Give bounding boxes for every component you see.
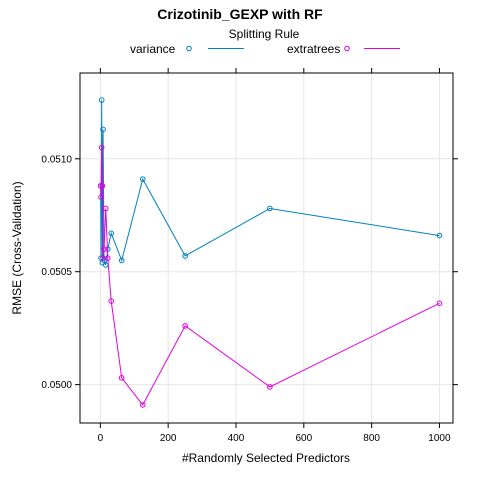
y-axis-label: RMSE (Cross-Validation) xyxy=(10,181,24,314)
data-point-extratrees xyxy=(98,194,104,200)
y-tick-label: 0.0500 xyxy=(41,380,72,391)
data-point-extratrees xyxy=(101,246,107,252)
x-tick-label: 0 xyxy=(98,433,104,444)
data-point-extratrees xyxy=(118,375,125,381)
data-point-variance xyxy=(98,97,105,103)
axes: 0 200 400 600 800 1000 0.0500 0.0505 0.0510 xyxy=(41,68,458,444)
data-point-extratrees xyxy=(436,300,443,307)
legend-label-extratrees: extratrees xyxy=(287,42,340,56)
data-point-extratrees xyxy=(139,402,146,408)
y-tick-label: 0.0505 xyxy=(41,267,72,278)
data-point-extratrees xyxy=(108,298,114,304)
x-tick-label: 200 xyxy=(160,433,177,444)
data-point-variance xyxy=(139,176,146,182)
x-tick-label: 800 xyxy=(363,433,380,444)
series-line-variance xyxy=(100,100,440,266)
legend-label-variance: variance xyxy=(130,42,176,56)
legend: variance extratrees xyxy=(130,42,400,56)
data-point-variance xyxy=(436,232,443,239)
data-point-variance xyxy=(182,253,188,259)
x-axis-label: #Randomly Selected Predictors xyxy=(182,451,350,465)
data-point-extratrees xyxy=(97,183,104,189)
data-point-variance xyxy=(100,126,106,133)
data-point-extratrees xyxy=(102,205,109,212)
data-point-extratrees xyxy=(98,144,105,151)
x-tick-label: 400 xyxy=(228,433,245,444)
data-point-variance xyxy=(267,205,273,212)
data-point-extratrees xyxy=(99,183,106,189)
chart-title: Crizotinib_GEXP with RF xyxy=(157,6,323,22)
x-tick-label: 1000 xyxy=(428,433,451,444)
plot-area xyxy=(97,97,443,408)
data-point-extratrees xyxy=(267,384,273,390)
y-tick-label: 0.0510 xyxy=(41,154,72,165)
x-tick-label: 600 xyxy=(295,433,312,444)
grid xyxy=(80,73,453,423)
data-point-variance xyxy=(118,257,125,264)
plot-frame xyxy=(79,72,454,424)
data-point-variance xyxy=(108,230,114,237)
legend-marker-variance xyxy=(186,45,192,52)
legend-marker-extratrees xyxy=(344,45,350,52)
data-point-extratrees xyxy=(105,255,111,261)
series-line-extratrees xyxy=(100,147,440,406)
data-point-extratrees xyxy=(182,323,188,329)
legend-title: Splitting Rule xyxy=(229,27,300,41)
